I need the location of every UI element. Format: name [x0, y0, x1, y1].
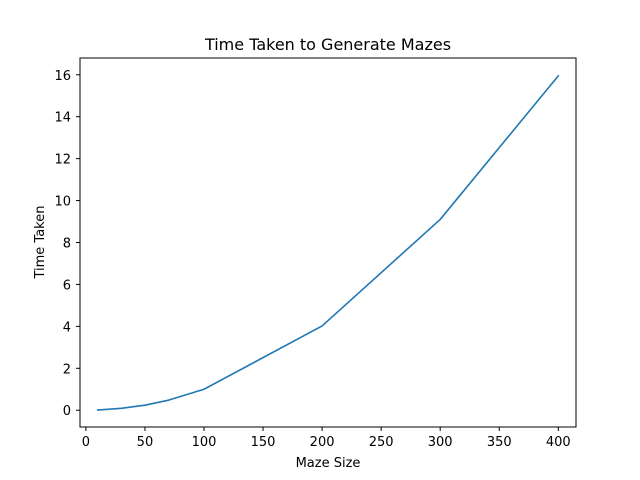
chart-title: Time Taken to Generate Mazes — [204, 35, 451, 54]
x-tick-label: 50 — [137, 435, 154, 450]
x-tick-label: 350 — [487, 435, 512, 450]
y-tick-label: 0 — [63, 404, 71, 419]
x-axis-label: Maze Size — [296, 456, 361, 471]
y-tick-label: 4 — [63, 320, 71, 335]
plot-area: 0 50 100 150 200 250 300 350 400 0 2 4 6 8 10 12 14 16 — [54, 57, 577, 450]
x-tick-label: 200 — [310, 435, 335, 450]
y-axis-label: Time Taken — [33, 205, 48, 279]
series-layer — [96, 74, 560, 411]
y-tick-label: 10 — [54, 195, 71, 210]
y-tick-label: 12 — [54, 153, 71, 168]
y-tick-label: 2 — [63, 362, 71, 377]
series-line — [96, 74, 560, 411]
x-tick-label: 300 — [428, 435, 453, 450]
y-axis-ticks: 0 2 4 6 8 10 12 14 16 — [54, 69, 80, 419]
y-tick-label: 6 — [63, 278, 71, 293]
x-tick-label: 0 — [82, 435, 90, 450]
x-tick-label: 400 — [546, 435, 571, 450]
x-tick-label: 250 — [369, 435, 394, 450]
y-tick-label: 14 — [54, 111, 71, 126]
y-tick-label: 8 — [63, 237, 71, 252]
x-axis-ticks: 0 50 100 150 200 250 300 350 400 — [82, 427, 571, 450]
x-tick-label: 150 — [251, 435, 276, 450]
x-tick-label: 100 — [192, 435, 217, 450]
y-tick-label: 16 — [54, 69, 71, 84]
